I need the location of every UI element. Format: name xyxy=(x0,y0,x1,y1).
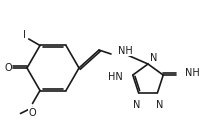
Text: N: N xyxy=(156,100,163,110)
Text: NH: NH xyxy=(185,68,200,78)
Text: O: O xyxy=(4,63,12,73)
Text: O: O xyxy=(29,108,36,117)
Text: NH: NH xyxy=(118,46,133,56)
Text: N: N xyxy=(150,53,157,63)
Text: N: N xyxy=(133,100,140,110)
Text: I: I xyxy=(23,30,26,40)
Text: HN: HN xyxy=(108,72,123,82)
